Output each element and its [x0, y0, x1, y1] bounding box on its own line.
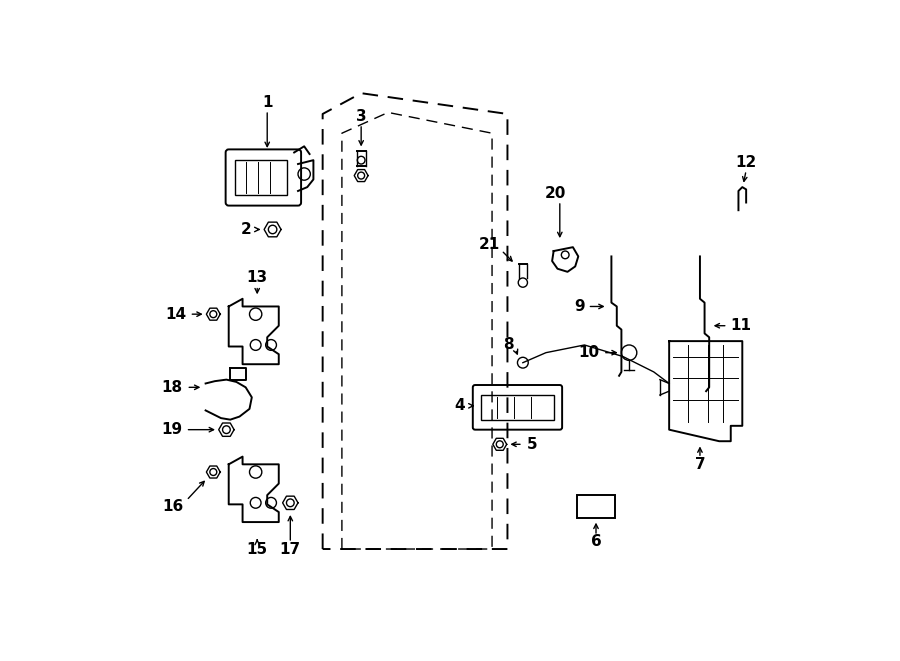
Text: 3: 3 [356, 109, 366, 124]
Text: 16: 16 [163, 499, 184, 514]
Text: 10: 10 [579, 345, 599, 360]
Text: 4: 4 [454, 399, 465, 413]
Text: 14: 14 [166, 307, 186, 322]
Text: 11: 11 [731, 318, 752, 333]
Text: 1: 1 [262, 95, 273, 110]
Text: 2: 2 [240, 222, 251, 237]
FancyBboxPatch shape [472, 385, 562, 430]
Text: 12: 12 [735, 155, 757, 170]
Text: 7: 7 [695, 457, 706, 472]
Bar [577, 495, 616, 518]
Text: 18: 18 [161, 380, 183, 395]
Text: 13: 13 [247, 270, 268, 286]
Text: 8: 8 [503, 338, 514, 352]
Bar [482, 395, 554, 420]
Text: 17: 17 [280, 541, 301, 557]
Text: 5: 5 [526, 437, 537, 452]
Text: 6: 6 [590, 534, 601, 549]
Text: 19: 19 [161, 422, 183, 437]
FancyBboxPatch shape [226, 149, 302, 206]
Text: 21: 21 [479, 237, 500, 253]
Bar [235, 160, 287, 195]
Text: 9: 9 [574, 299, 584, 314]
Text: 15: 15 [247, 541, 268, 557]
Text: 20: 20 [544, 186, 566, 201]
